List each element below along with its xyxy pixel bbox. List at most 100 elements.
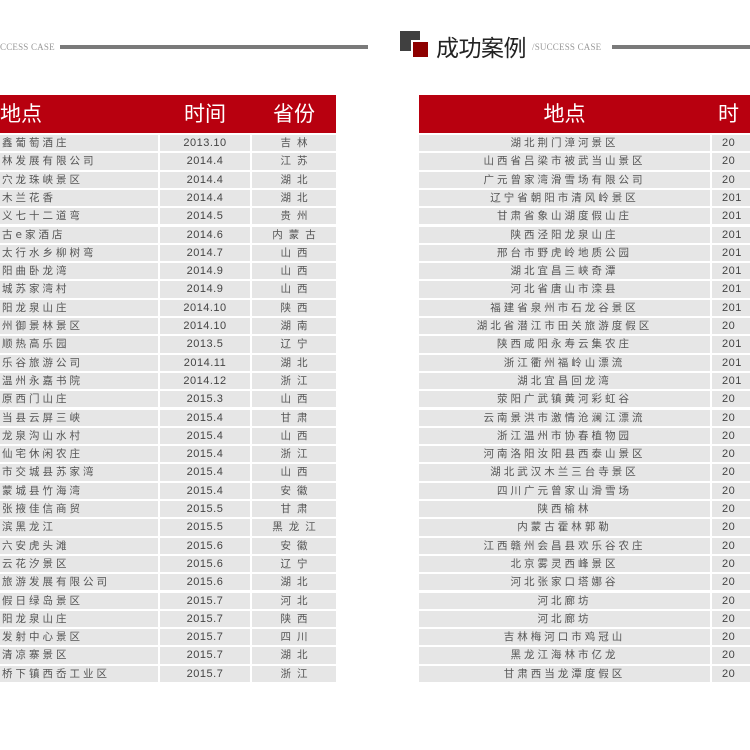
cell-place: 鑫葡萄酒庄	[0, 135, 158, 152]
table-row: 滨黑龙江 2015.5 黑龙江	[0, 519, 336, 537]
cell-place: 湖北宜昌回龙湾	[419, 372, 710, 390]
cell-place: 仙宅休闲农庄	[0, 446, 158, 463]
table-row: 陕西咸阳永寿云集农庄 201	[419, 336, 750, 354]
cell-place: 太行水乡柳树弯	[0, 244, 158, 262]
cell-province: 辽宁	[252, 555, 336, 573]
table-row: 旅游发展有限公司 2015.6 湖北	[0, 574, 336, 592]
table-row: 云南景洪市激情沧澜江漂流 20	[419, 409, 750, 428]
cell-place: 荥阳广武镇黄河彩虹谷	[419, 391, 710, 408]
cell-place: 古e家酒店	[0, 226, 158, 243]
cell-place: 浙江衢州福岭山漂流	[419, 354, 710, 371]
cell-place: 内蒙古霍林郭勒	[419, 519, 710, 536]
cell-place: 浙江温州市协春植物园	[419, 427, 710, 445]
table-row: 阳曲卧龙湾 2014.9 山西	[0, 263, 336, 281]
cell-time: 20	[712, 501, 750, 518]
cell-time: 2013.10	[160, 135, 250, 152]
cell-time: 20	[712, 171, 750, 188]
table-row: 温州永嘉书院 2014.12 浙江	[0, 372, 336, 391]
cell-time: 2014.4	[160, 153, 250, 170]
cell-province: 山西	[252, 281, 336, 298]
cell-place: 温州永嘉书院	[0, 372, 158, 390]
column-header-place: 地点	[0, 102, 42, 126]
divider-right	[612, 45, 750, 49]
cell-place: 山西省吕梁市被武当山景区	[419, 153, 710, 170]
cell-time: 2014.9	[160, 281, 250, 298]
table-row: 浙江温州市协春植物园 20	[419, 427, 750, 446]
table-row: 乐谷旅游公司 2014.11 湖北	[0, 354, 336, 373]
cell-place: 湖北荆门漳河景区	[419, 135, 710, 152]
cases-table-right: 地点 时 湖北荆门漳河景区 20 山西省吕梁市被武当山景区 20 广元曾家湾滑雪场有限公…	[419, 95, 750, 685]
cell-time: 2014.4	[160, 171, 250, 188]
table-row: 城苏家湾村 2014.9 山西	[0, 281, 336, 299]
cell-province: 湖北	[252, 354, 336, 371]
cell-time: 2014.9	[160, 263, 250, 280]
cell-time: 201	[712, 244, 750, 262]
cell-place: 河北廊坊	[419, 592, 710, 609]
cell-place: 当县云屏三峡	[0, 409, 158, 426]
cell-time: 20	[712, 537, 750, 554]
cell-time: 2014.10	[160, 299, 250, 316]
cell-time: 2015.7	[160, 610, 250, 628]
cell-time: 2014.7	[160, 244, 250, 262]
table-row: 云花汐景区 2015.6 辽宁	[0, 555, 336, 574]
cell-time: 2015.5	[160, 501, 250, 518]
cell-place: 清凉寨景区	[0, 647, 158, 664]
cell-province: 甘肃	[252, 409, 336, 426]
cell-place: 发射中心景区	[0, 629, 158, 646]
table-row: 鑫葡萄酒庄 2013.10 吉林	[0, 135, 336, 153]
table-header: 地点 时间 省份	[0, 95, 336, 133]
table-row: 河北廊坊 20	[419, 592, 750, 611]
cell-place: 原西门山庄	[0, 391, 158, 408]
cell-place: 河北省唐山市滦县	[419, 281, 710, 298]
cell-province: 吉林	[252, 135, 336, 152]
cell-time: 2015.7	[160, 665, 250, 682]
cell-time: 20	[712, 446, 750, 463]
table-row: 林发展有限公司 2014.4 江苏	[0, 153, 336, 171]
cell-province: 山西	[252, 244, 336, 262]
table-row: 陕西榆林 20	[419, 501, 750, 519]
cell-time: 201	[712, 189, 750, 207]
cell-province: 浙江	[252, 372, 336, 390]
cell-time: 2015.4	[160, 464, 250, 481]
cell-time: 20	[712, 318, 750, 335]
table-row: 浙江衢州福岭山漂流 201	[419, 354, 750, 373]
table-row: 州御景林景区 2014.10 湖南	[0, 318, 336, 336]
cell-time: 2015.6	[160, 555, 250, 573]
cell-place: 穴龙珠峡景区	[0, 171, 158, 188]
cell-place: 云南景洪市激情沧澜江漂流	[419, 409, 710, 426]
table-row: 阳龙泉山庄 2015.7 陕西	[0, 610, 336, 629]
table-row: 辽宁省朝阳市清风岭景区 201	[419, 189, 750, 208]
cell-place: 假日绿岛景区	[0, 592, 158, 609]
table-row: 陕西泾阳龙泉山庄 201	[419, 226, 750, 245]
table-row: 湖北省潜江市田关旅游度假区 20	[419, 318, 750, 336]
cases-table-left: 地点 时间 省份 鑫葡萄酒庄 2013.10 吉林 林发展有限公司 2014.4 江苏 穴龙…	[0, 95, 336, 685]
cell-time: 20	[712, 519, 750, 536]
cell-time: 2014.5	[160, 208, 250, 225]
table-row: 木兰花香 2014.4 湖北	[0, 189, 336, 208]
table-row: 假日绿岛景区 2015.7 河北	[0, 592, 336, 611]
cell-time: 2014.6	[160, 226, 250, 243]
table-row: 四川广元曾家山滑雪场 20	[419, 482, 750, 501]
cell-time: 2014.10	[160, 318, 250, 335]
cell-place: 市交城县苏家湾	[0, 464, 158, 481]
cell-place: 陕西泾阳龙泉山庄	[419, 226, 710, 243]
cell-time: 201	[712, 263, 750, 280]
column-header-place: 地点	[543, 102, 586, 126]
table-row: 穴龙珠峡景区 2014.4 湖北	[0, 171, 336, 190]
cell-place: 州御景林景区	[0, 318, 158, 335]
table-row: 当县云屏三峡 2015.4 甘肃	[0, 409, 336, 428]
cell-time: 201	[712, 299, 750, 316]
table-row: 龙泉沟山水村 2015.4 山西	[0, 427, 336, 446]
cell-place: 甘肃西当龙潭度假区	[419, 665, 710, 682]
cell-place: 木兰花香	[0, 189, 158, 207]
cell-place: 张掖佳信商贸	[0, 501, 158, 518]
table-row: 湖北荆门漳河景区 20	[419, 135, 750, 153]
cell-time: 2015.6	[160, 537, 250, 554]
cell-place: 桥下镇西岙工业区	[0, 665, 158, 682]
title-icon-red-square	[411, 40, 428, 57]
cell-place: 北京雾灵西峰景区	[419, 555, 710, 573]
cell-time: 2015.7	[160, 647, 250, 664]
cell-place: 黑龙江海林市亿龙	[419, 647, 710, 664]
cell-time: 2015.4	[160, 482, 250, 499]
cell-time: 20	[712, 409, 750, 426]
